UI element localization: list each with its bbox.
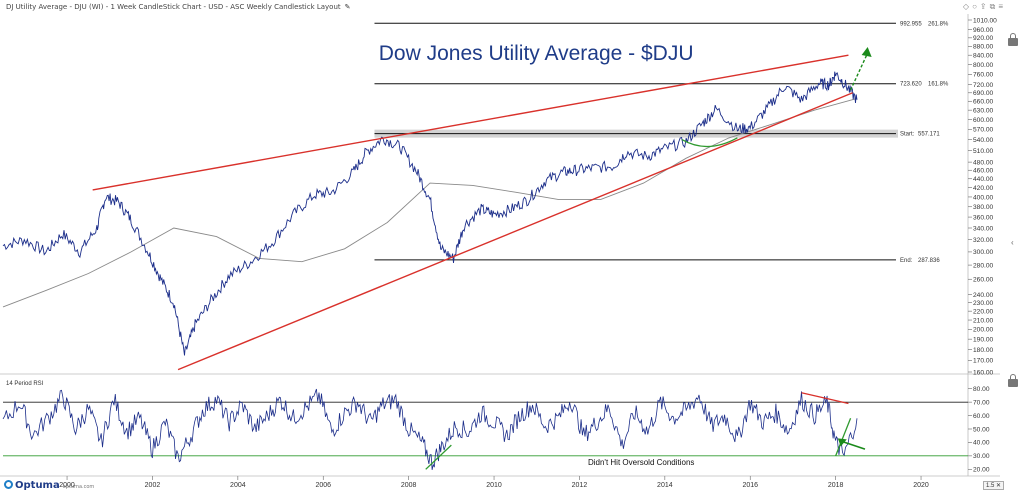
x-tick-label: 2018 [828,482,844,489]
red-line-annotation [801,392,849,405]
moving-average-line [2,97,858,308]
y-tick-label: 1010.00 [973,17,997,24]
y-tick-label: 460.00 [973,168,994,175]
x-tick-label: 2002 [145,482,161,489]
y-tick-label: 280.00 [973,262,994,269]
chart-title-bar: DJ Utility Average - DJU (WI) - 1 Week C… [6,3,341,11]
green-arrow-rsi-head [837,438,847,447]
x-tick-label: 2020 [913,482,929,489]
y-tick-label: 960.00 [973,27,994,34]
circle-icon[interactable]: ○ [972,2,980,11]
y-tick-label: 300.00 [973,249,994,256]
green-arrow-up-shaft [849,52,869,91]
y-tick-label: 380.00 [973,204,994,211]
y-tick-label: 720.00 [973,82,994,89]
level-label: 992.955 [900,21,922,27]
rsi-tick-label: 40.00 [973,440,990,447]
y-tick-label: 690.00 [973,90,994,97]
green-arrow-up-head [861,46,872,57]
x-tick-label: 2004 [230,482,246,489]
rsi-tick-label: 80.00 [973,386,990,393]
rsi-tick-label: 50.00 [973,426,990,433]
y-tick-label: 660.00 [973,99,994,106]
green-arrow-rsi-shaft [841,440,866,450]
y-tick-label: 920.00 [973,35,994,42]
green-arc-annotation [681,137,738,148]
x-tick-label: 2006 [315,482,331,489]
zoom-value: 1.5 [985,483,995,489]
rsi-label: 14 Period RSI [6,381,44,387]
logo-sub: optuma.com [62,484,95,490]
level-label: Start: [900,132,915,138]
zoom-control[interactable]: 1.5 ✕ [982,481,1004,490]
menu-icon[interactable]: ≡ [998,2,1006,11]
y-tick-label: 400.00 [973,194,994,201]
level-label: 723.620 [900,82,922,88]
chart-header: DJ Utility Average - DJU (WI) - 1 Week C… [6,3,351,11]
rsi-tick-label: 60.00 [973,413,990,420]
y-tick-label: 260.00 [973,277,994,284]
y-tick-label: 600.00 [973,117,994,124]
x-tick-label: 2008 [401,482,417,489]
rsi-tick-label: 20.00 [973,467,990,474]
share-icon[interactable]: ⇪ [979,2,990,11]
y-tick-label: 420.00 [973,185,994,192]
y-tick-label: 210.00 [973,317,994,324]
rsi-line [2,388,858,470]
price-line [2,71,858,356]
level-value: 287.836 [918,258,940,264]
y-tick-label: 630.00 [973,107,994,114]
diamond-icon[interactable]: ◇ [962,2,973,11]
green-line-annotation [835,418,852,457]
chart-title: Dow Jones Utility Average - $DJU [379,42,694,65]
lock-icon[interactable] [1008,374,1018,387]
level-label: End: [900,258,913,264]
y-tick-label: 180.00 [973,347,994,354]
y-tick-label: 570.00 [973,127,994,134]
y-tick-label: 320.00 [973,237,994,244]
x-tick-label: 2016 [742,482,758,489]
y-tick-label: 190.00 [973,336,994,343]
optuma-logo: Optuma optuma.com [4,480,94,491]
y-tick-label: 340.00 [973,225,994,232]
popout-icon[interactable]: ⧉ [989,2,999,11]
green-line-annotation [425,444,452,470]
logo-text: Optuma [15,480,60,491]
trendline [177,92,853,371]
rsi-tick-label: 30.00 [973,453,990,460]
rsi-annotation-text: Didn't Hit Oversold Conditions [588,458,694,467]
y-tick-label: 170.00 [973,358,994,365]
close-icon[interactable]: ✕ [995,483,1001,489]
y-tick-label: 840.00 [973,53,994,60]
optuma-logo-icon [4,480,13,489]
y-tick-label: 800.00 [973,62,994,69]
toolbar-icons[interactable]: ◇○⇪⧉≡ [963,2,1006,12]
y-tick-label: 200.00 [973,327,994,334]
y-tick-label: 230.00 [973,300,994,307]
y-tick-label: 540.00 [973,137,994,144]
y-tick-label: 880.00 [973,44,994,51]
x-tick-label: 2012 [572,482,588,489]
x-tick-label: 2010 [486,482,502,489]
trendline [92,54,849,191]
level-pct: 261.8% [928,21,949,27]
y-tick-label: 360.00 [973,214,994,221]
y-tick-label: 440.00 [973,176,994,183]
chevron-left-icon[interactable]: ‹ [1011,238,1014,247]
x-tick-label: 2000 [59,482,75,489]
y-tick-label: 760.00 [973,72,994,79]
y-tick-label: 160.00 [973,369,994,376]
y-tick-label: 220.00 [973,308,994,315]
y-tick-label: 240.00 [973,292,994,299]
pencil-icon[interactable]: ✎ [344,3,351,11]
level-pct: 161.8% [928,82,949,88]
x-tick-label: 2014 [657,482,673,489]
level-value: 557.171 [918,132,940,138]
rsi-tick-label: 70.00 [973,399,990,406]
y-tick-label: 480.00 [973,159,994,166]
lock-icon[interactable] [1008,33,1018,46]
y-tick-label: 510.00 [973,148,994,155]
